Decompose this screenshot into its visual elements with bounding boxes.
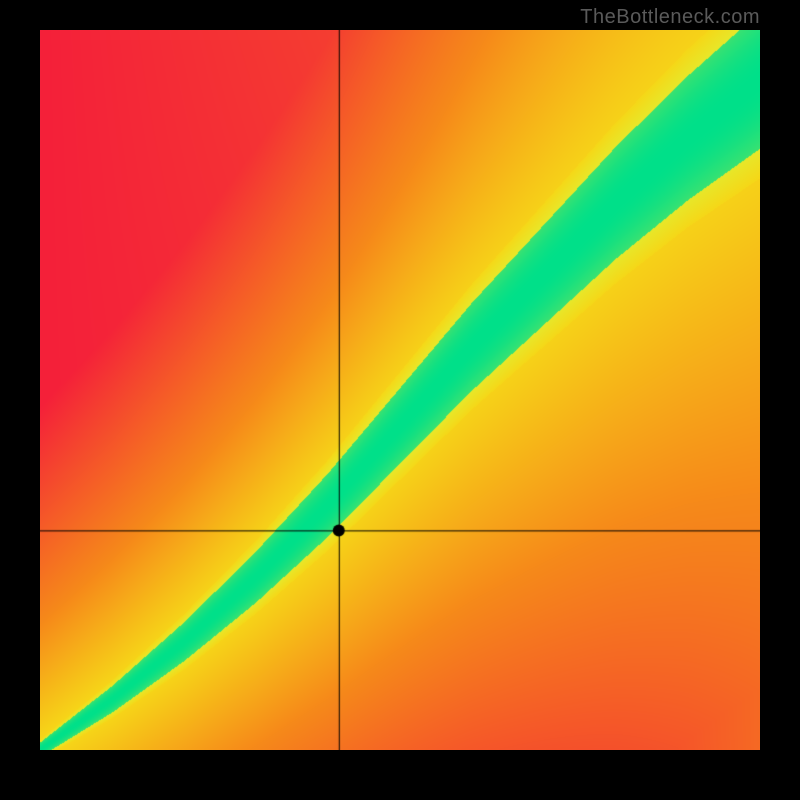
watermark-text: TheBottleneck.com	[580, 6, 760, 29]
chart-container: TheBottleneck.com	[0, 0, 800, 800]
plot-frame	[40, 30, 760, 750]
heatmap-canvas	[40, 30, 760, 750]
